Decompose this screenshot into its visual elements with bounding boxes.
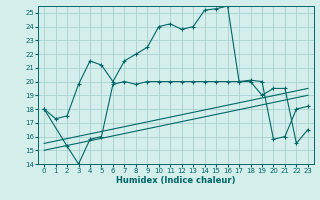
X-axis label: Humidex (Indice chaleur): Humidex (Indice chaleur) (116, 176, 236, 185)
